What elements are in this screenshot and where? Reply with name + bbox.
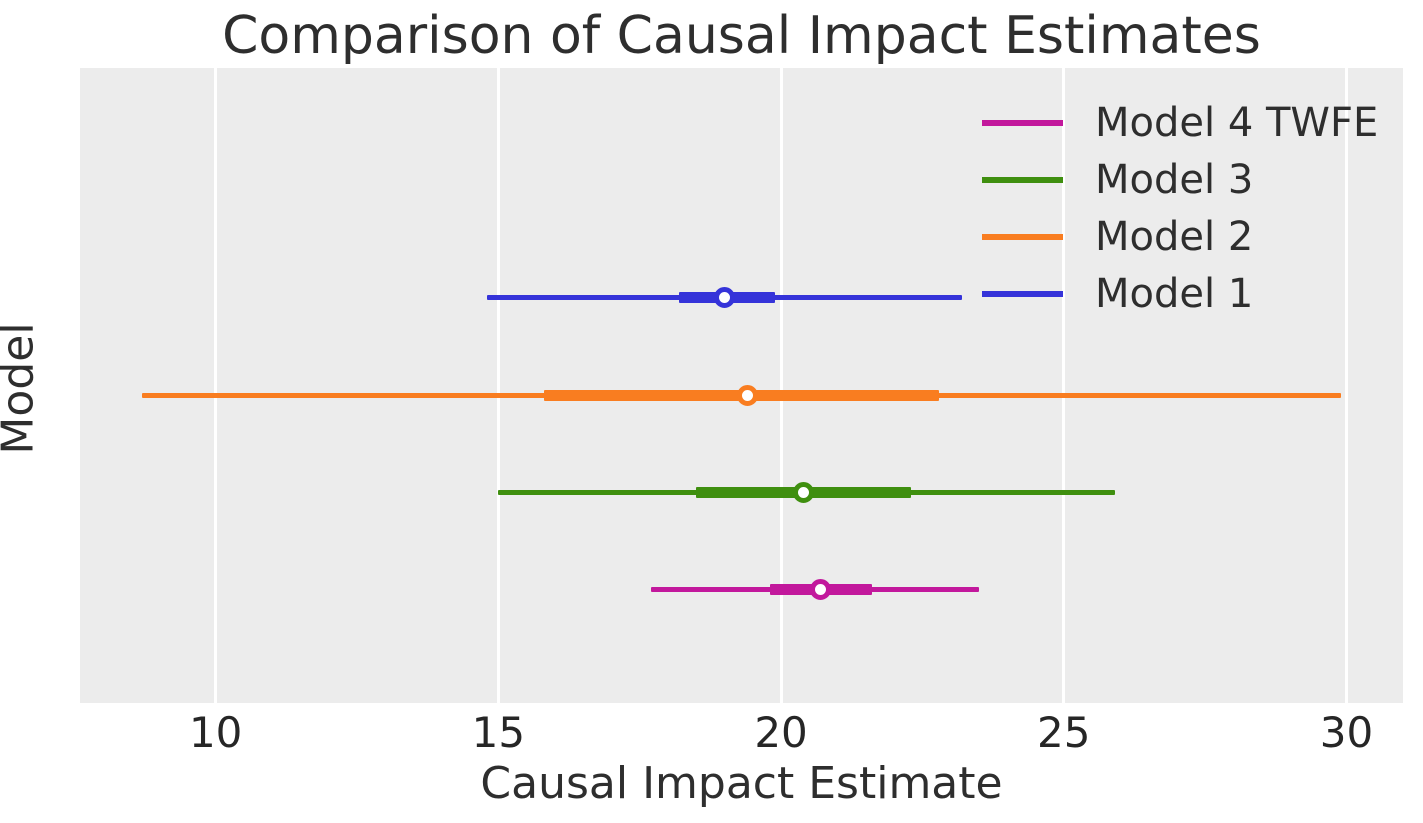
gridline-x-10 [214,68,218,703]
gridline-x-30 [1344,68,1348,703]
legend-entry-model-1: Model 1 [982,266,1253,323]
legend-label: Model 3 [1095,156,1254,203]
legend-label: Model 4 TWFE [1095,99,1379,146]
legend-label: Model 2 [1095,214,1254,261]
legend-label: Model 1 [1095,271,1254,318]
x-tick-label-20: 20 [754,708,808,757]
legend-line-icon [982,234,1063,241]
legend-entry-model-4-twfe: Model 4 TWFE [982,94,1378,151]
legend-line-icon [982,291,1063,298]
median-marker-model-2 [736,385,758,407]
x-tick-label-25: 25 [1037,708,1091,757]
x-tick-label-30: 30 [1319,708,1374,757]
legend-line-icon [982,176,1063,183]
gridline-x-25 [1062,68,1066,703]
x-tick-label-10: 10 [188,708,243,757]
legend-entry-model-3: Model 3 [982,151,1253,208]
legend-entry-model-2: Model 2 [982,209,1253,266]
y-axis-label: Model [0,322,44,455]
x-axis-label: Causal Impact Estimate [480,758,1003,809]
legend-line-icon [982,119,1063,126]
median-marker-model-4-twfe [810,579,832,601]
gridline-x-20 [779,68,783,703]
chart-title: Comparison of Causal Impact Estimates [222,6,1261,66]
median-marker-model-3 [793,481,815,503]
x-tick-label-15: 15 [471,708,526,757]
plot-area [80,68,1403,703]
gridline-x-15 [496,68,500,703]
median-marker-model-1 [714,287,736,309]
